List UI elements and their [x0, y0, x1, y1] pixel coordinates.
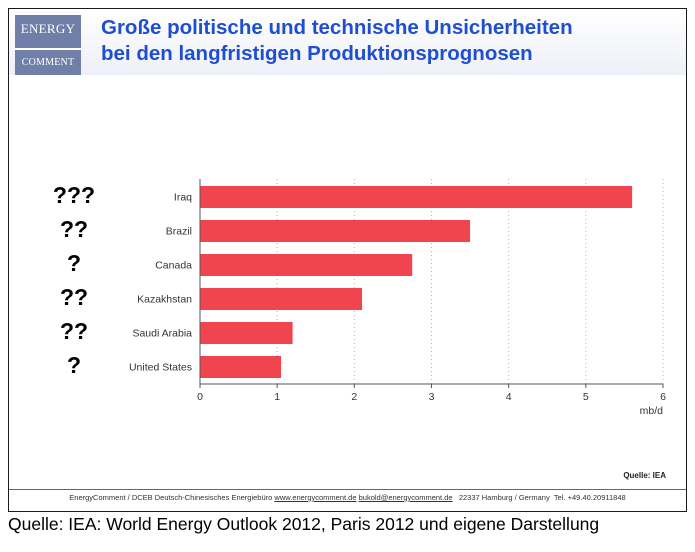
energy-comment-logo: ENERGY COMMENT	[15, 15, 81, 75]
bar	[200, 356, 282, 378]
logo-line-1: ENERGY	[20, 21, 76, 36]
chart-source-note: Quelle: IEA	[623, 471, 666, 480]
bar	[200, 322, 293, 344]
footer-phone: Tel. +49.40.20911848	[553, 493, 626, 502]
category-label: Iraq	[174, 192, 192, 204]
uncertainty-mark: ???	[52, 182, 96, 208]
x-tick-label: 4	[506, 391, 512, 403]
uncertainty-mark: ??	[59, 216, 89, 242]
title-line-2: bei den langfristigen Produktionsprognos…	[101, 42, 533, 65]
category-label: Brazil	[166, 226, 192, 238]
x-tick-label: 5	[583, 391, 589, 403]
x-tick-label: 0	[197, 391, 203, 403]
x-tick-label: 6	[660, 391, 666, 403]
footer-website-link[interactable]: www.energycomment.de	[274, 493, 357, 502]
category-label: Canada	[155, 260, 192, 272]
figure-caption: Quelle: IEA: World Energy Outlook 2012, …	[8, 514, 600, 534]
header-band	[9, 9, 686, 75]
category-label: Saudi Arabia	[132, 328, 192, 340]
bar	[200, 220, 471, 242]
uncertainty-mark: ?	[66, 352, 82, 378]
title-line-1: Große politische und technische Unsicher…	[101, 16, 573, 39]
category-label: United States	[129, 362, 192, 374]
x-tick-label: 3	[429, 391, 435, 403]
slide-title: Große politische und technische Unsicher…	[101, 15, 686, 67]
footer-divider	[9, 489, 686, 490]
x-tick-label: 2	[351, 391, 357, 403]
bar	[200, 186, 633, 208]
footer-email-link[interactable]: bukold@energycomment.de	[358, 493, 453, 502]
x-axis-label: mb/d	[640, 405, 664, 417]
footer-address: 22337 Hamburg / Germany	[458, 493, 550, 502]
slide: ENERGY COMMENT Große politische und tech…	[8, 8, 687, 512]
logo-divider	[15, 48, 81, 50]
bar	[200, 254, 413, 276]
x-tick-label: 1	[274, 391, 280, 403]
uncertainty-mark: ?	[66, 250, 82, 276]
footer: EnergyComment / DCEB Deutsch-Chinesische…	[9, 493, 686, 502]
bar-chart: Iraq Brazil Canada Kazakhstan Saudi Arabia Un…	[129, 179, 666, 417]
footer-org: EnergyComment / DCEB Deutsch-Chinesische…	[69, 493, 273, 502]
uncertainty-mark: ??	[59, 284, 89, 310]
logo-line-2: COMMENT	[21, 57, 75, 68]
uncertainty-mark: ??	[59, 318, 89, 344]
category-label: Kazakhstan	[137, 294, 192, 306]
bar	[200, 288, 363, 310]
